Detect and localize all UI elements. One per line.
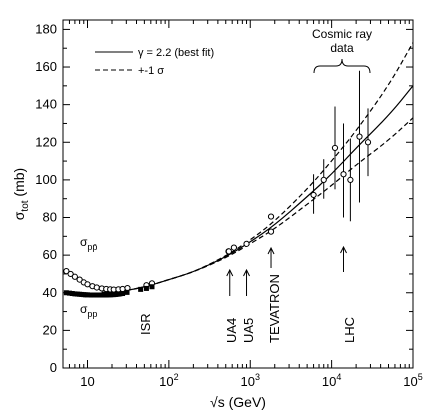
pp-point <box>117 291 123 297</box>
cosmic-brace <box>313 58 371 74</box>
marker-arrows <box>226 245 347 296</box>
tevatron-label: TEVATRON <box>267 274 282 343</box>
pp-point <box>94 292 100 298</box>
fit-curve-sigma-band <box>101 42 414 293</box>
plot-frame <box>62 19 414 369</box>
annotation-arrowhead <box>226 268 234 277</box>
cosmic-point <box>331 144 339 152</box>
legend-label-best-fit: γ = 2.2 (best fit) <box>138 47 214 59</box>
ppbar-point <box>225 248 232 255</box>
lhc-label: LHC <box>342 317 357 343</box>
cosmic-point <box>340 171 347 178</box>
fit-curves <box>101 42 414 293</box>
pp-point <box>63 290 69 296</box>
data-points <box>63 70 372 298</box>
cosmic-point <box>347 176 354 183</box>
y-tick-label: 20 <box>43 322 57 337</box>
pp-point <box>124 289 130 295</box>
x-tick-label: 102 <box>159 372 178 389</box>
ppbar-point <box>76 276 83 283</box>
ppbar-point <box>267 228 275 235</box>
ppbar-point <box>243 240 250 247</box>
y-tick-label: 180 <box>35 21 57 36</box>
pp-point <box>88 292 94 298</box>
legend-label-sigma: +-1 σ <box>138 65 164 77</box>
y-tick-label: 160 <box>35 59 57 74</box>
y-tick-label: 140 <box>35 97 57 112</box>
x-axis-title: √s (GeV) <box>210 394 266 410</box>
pp-point <box>69 291 75 297</box>
x-tick-label: 105 <box>403 372 422 389</box>
x-tick-label: 103 <box>241 372 260 389</box>
pp-point <box>66 290 72 296</box>
cosmic-ray-label: Cosmic ray <box>312 27 372 41</box>
cosmic-point <box>364 139 372 146</box>
cosmic-point <box>320 176 327 183</box>
pp-point <box>149 284 155 290</box>
ppbar-point <box>267 213 275 220</box>
y-axis-title: σtot (mb) <box>11 168 31 220</box>
annotation-arrowhead <box>243 268 250 277</box>
cosmic-point <box>356 133 363 140</box>
annotations: Cosmic ray data σpp̄ σpp ISR UA4 UA5 TEV… <box>80 27 372 343</box>
ppbar-point <box>84 281 91 288</box>
y-tick-label: 100 <box>35 172 57 187</box>
ua4-label: UA4 <box>224 318 239 343</box>
pp-point <box>138 286 144 292</box>
y-tick-label: 80 <box>43 210 57 225</box>
x-tick-label: 104 <box>322 372 341 389</box>
y-tick-label: 40 <box>43 285 57 300</box>
x-tick-label: 10 <box>80 374 94 389</box>
sigma-ppbar-label: σpp̄ <box>80 235 97 252</box>
y-tick-label: 120 <box>35 134 57 149</box>
cosmic-point <box>310 191 317 199</box>
ticks: 0 20 40 60 80 100 120 140 160 180 10 102 103 104 105 <box>35 20 423 389</box>
ppbar-point <box>71 273 78 280</box>
pp-point <box>91 292 97 298</box>
y-tick-label: 60 <box>43 247 57 262</box>
pp-point <box>120 291 126 297</box>
ua5-label: UA5 <box>241 318 256 343</box>
cosmic-data-label: data <box>330 41 354 55</box>
annotation-arrowhead <box>267 246 275 255</box>
pp-point <box>143 285 149 291</box>
isr-label: ISR <box>138 313 153 335</box>
legend: γ = 2.2 (best fit) +-1 σ <box>95 47 214 77</box>
pp-point <box>84 292 90 298</box>
ppbar-point <box>63 268 70 275</box>
ppbar-point <box>124 284 131 292</box>
ppbar-point <box>119 285 126 293</box>
annotation-arrowhead <box>340 245 347 254</box>
sigma-pp-label: σpp <box>80 302 97 319</box>
y-tick-label: 0 <box>50 360 57 375</box>
axes <box>62 19 414 369</box>
ppbar-point <box>93 284 100 291</box>
ppbar-point <box>230 244 238 251</box>
ppbar-point <box>67 270 74 278</box>
